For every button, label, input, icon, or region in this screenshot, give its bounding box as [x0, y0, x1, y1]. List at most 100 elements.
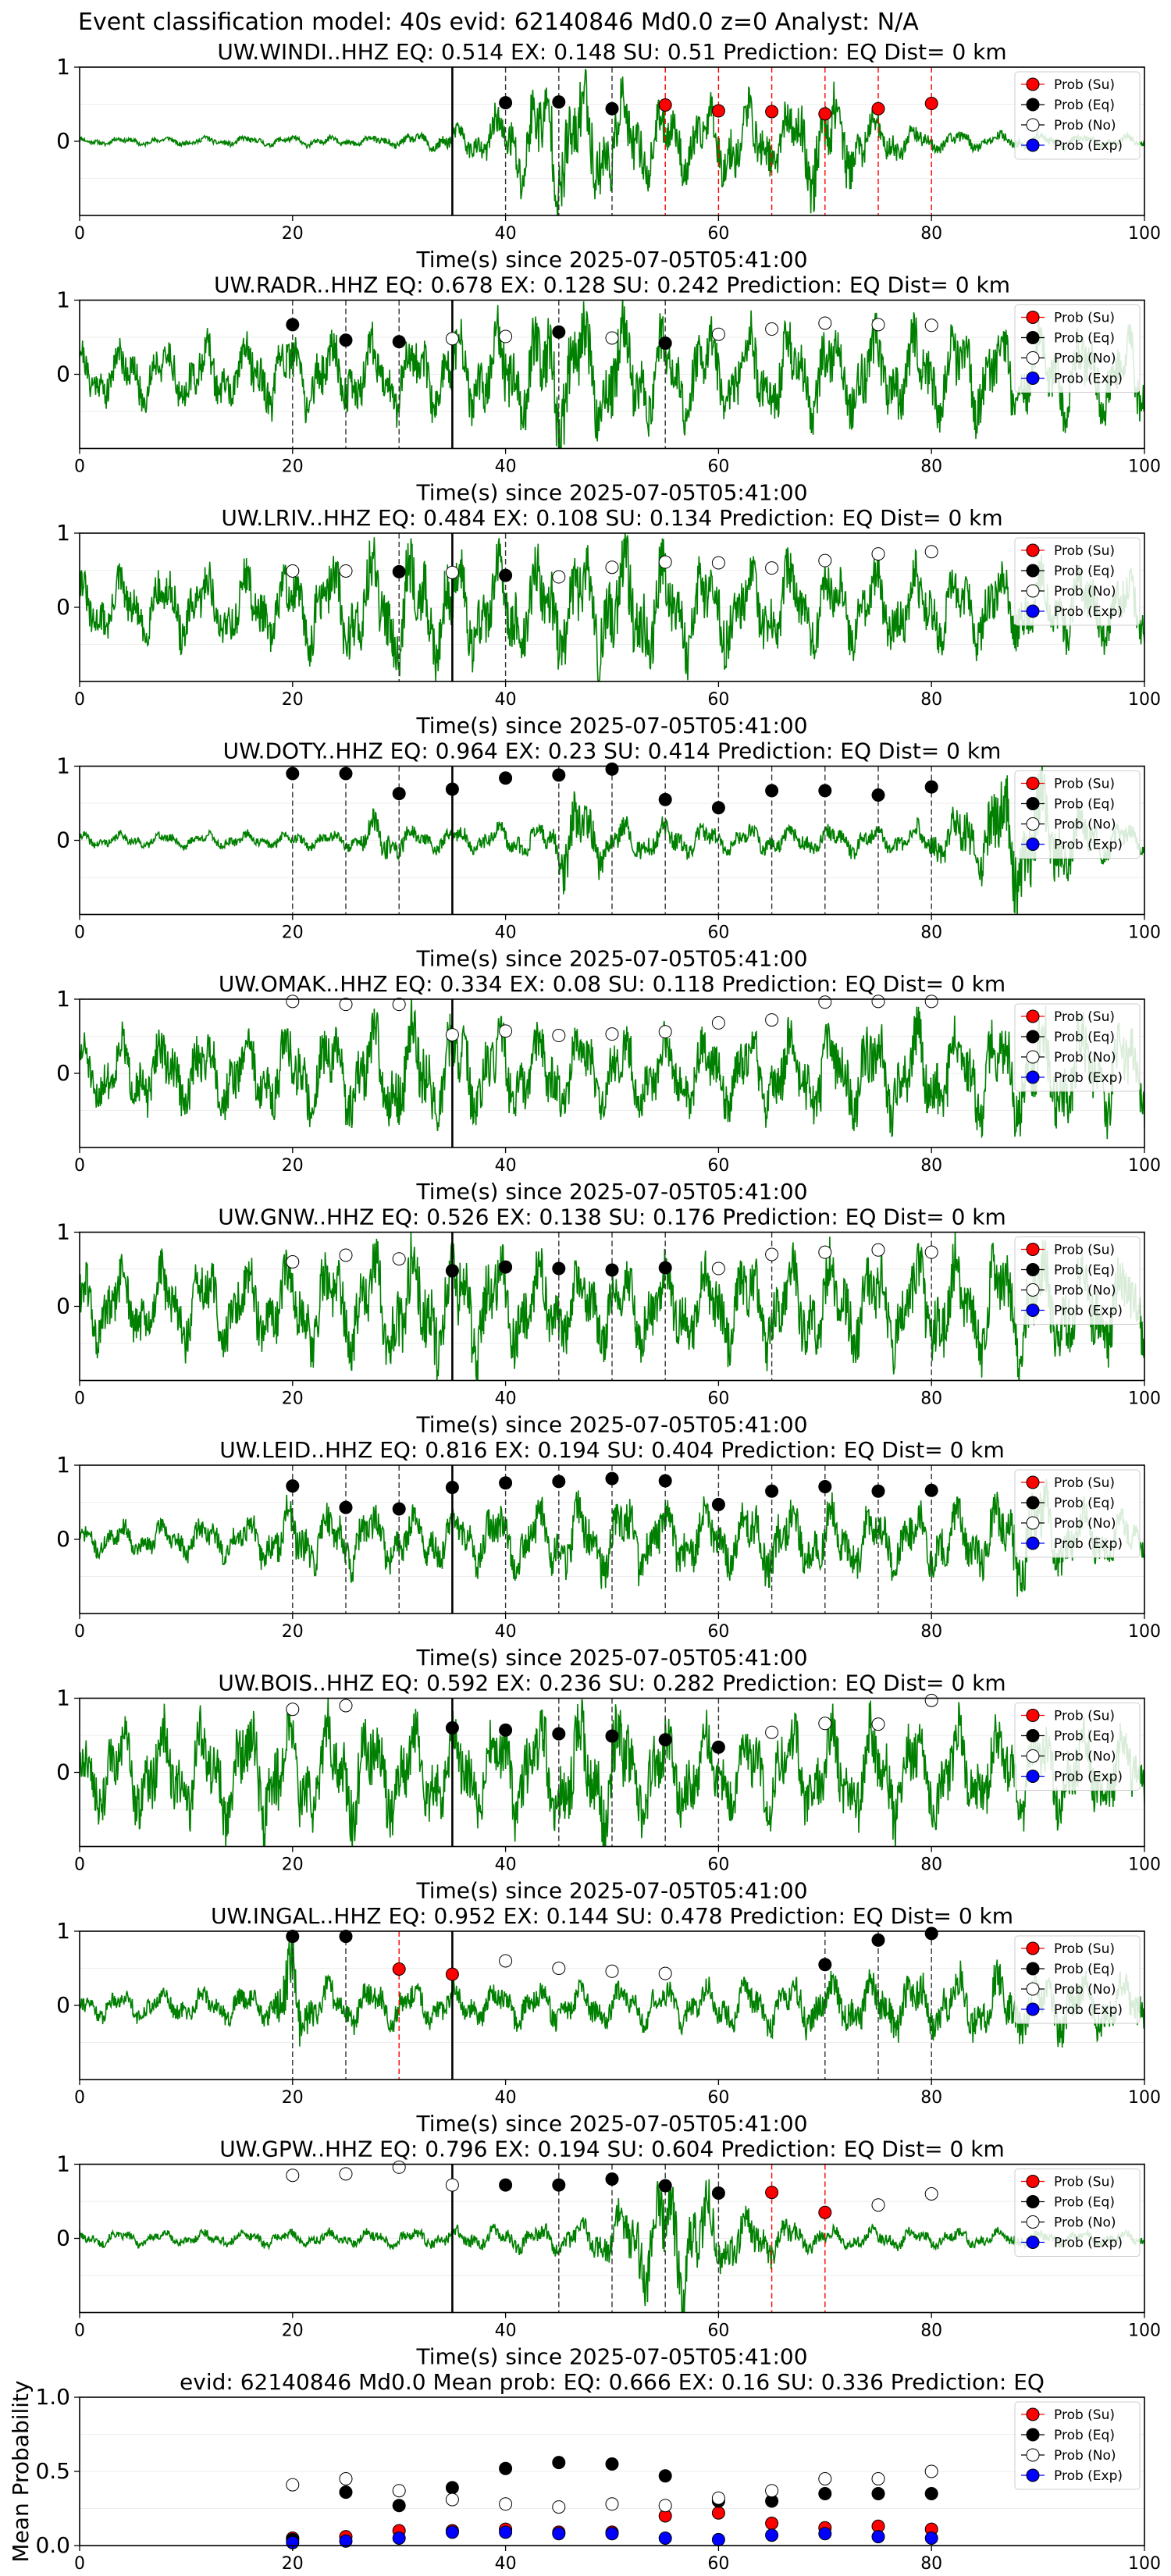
- prob-marker-eq: [711, 1497, 725, 1511]
- x-tick-label: 60: [707, 457, 729, 477]
- legend-marker-exp: [1026, 2468, 1040, 2482]
- prob-marker-eq: [605, 1729, 619, 1743]
- mean-marker-no: [445, 2492, 459, 2507]
- legend-marker-eq: [1026, 2195, 1040, 2208]
- prob-marker-eq: [552, 1727, 566, 1741]
- prob-marker-no: [392, 1252, 406, 1266]
- x-tick-label: 20: [282, 2088, 304, 2108]
- x-tick-label: 60: [707, 1156, 729, 1176]
- legend-label-eq: Prob (Eq): [1054, 1496, 1115, 1511]
- x-tick-label: 100: [1128, 1389, 1161, 1409]
- legend-label-eq: Prob (Eq): [1054, 1030, 1115, 1045]
- legend-marker-exp: [1026, 2236, 1040, 2249]
- legend-label-su: Prob (Su): [1054, 1709, 1115, 1724]
- subplot-4: UW.OMAK..HHZ EQ: 0.334 EX: 0.08 SU: 0.11…: [56, 971, 1161, 1204]
- prob-marker-no: [818, 553, 832, 568]
- prob-marker-eq: [711, 2186, 725, 2201]
- mean-marker-eq: [499, 2461, 513, 2475]
- legend-marker-exp: [1026, 1536, 1040, 1550]
- subplot-title: UW.DOTY..HHZ EQ: 0.964 EX: 0.23 SU: 0.41…: [223, 738, 1002, 764]
- prob-marker-no: [552, 570, 566, 584]
- legend-marker-exp: [1026, 372, 1040, 385]
- x-tick-label: 80: [920, 2088, 942, 2108]
- mean-marker-no: [499, 2497, 513, 2511]
- waveform-trace: [80, 533, 1144, 681]
- prob-marker-eq: [924, 780, 938, 794]
- prob-marker-no: [765, 561, 779, 575]
- x-tick-label: 80: [920, 1622, 942, 1642]
- legend-label-exp: Prob (Exp): [1054, 138, 1123, 154]
- prob-marker-eq: [871, 1933, 885, 1947]
- subplot-title: UW.WINDI..HHZ EQ: 0.514 EX: 0.148 SU: 0.…: [217, 39, 1006, 65]
- x-axis-label: Time(s) since 2025-07-05T05:41:00: [415, 1179, 807, 1204]
- plot-area: [80, 1232, 1144, 1381]
- x-tick-label: 40: [495, 2088, 517, 2108]
- legend-marker-eq: [1026, 564, 1040, 578]
- legend-marker-no: [1026, 1050, 1040, 1064]
- waveform-trace: [80, 999, 1144, 1140]
- prob-marker-eq: [658, 1474, 672, 1488]
- legend-marker-su: [1026, 2407, 1040, 2421]
- legend-box: [1014, 1703, 1141, 1791]
- x-tick-label: 0: [74, 1156, 85, 1176]
- prob-marker-no: [711, 1016, 725, 1030]
- axes-frame: [79, 1930, 1145, 2080]
- x-tick-label: 20: [282, 457, 304, 477]
- prob-marker-eq: [552, 1475, 566, 1489]
- x-tick-label: 80: [920, 1856, 942, 1875]
- mean-marker-no: [339, 2472, 353, 2485]
- prob-marker-no: [499, 1954, 513, 1968]
- prob-marker-su: [392, 1962, 406, 1976]
- subplot-9: UW.GPW..HHZ EQ: 0.796 EX: 0.194 SU: 0.60…: [56, 2137, 1161, 2370]
- x-tick-label: 20: [282, 1856, 304, 1875]
- prob-marker-no: [339, 998, 353, 1012]
- prob-marker-eq: [445, 1264, 459, 1278]
- prob-marker-eq: [765, 784, 779, 798]
- x-tick-label: 0: [74, 2088, 85, 2108]
- mean-marker-eq: [871, 2487, 885, 2500]
- x-tick-label: 20: [282, 1622, 304, 1642]
- y-tick-label: 1: [56, 2151, 70, 2177]
- y-tick-label: 0: [56, 827, 70, 853]
- mean-marker-no: [818, 2472, 832, 2485]
- legend-marker-no: [1026, 1283, 1040, 1297]
- prob-marker-no: [765, 1013, 779, 1027]
- prob-marker-no: [658, 1966, 672, 1980]
- legend-box: [1014, 71, 1141, 160]
- legend-marker-exp: [1026, 604, 1040, 618]
- x-tick-label: 100: [1128, 923, 1161, 943]
- x-tick-label: 60: [707, 224, 729, 244]
- subplot-panels: UW.WINDI..HHZ EQ: 0.514 EX: 0.148 SU: 0.…: [8, 39, 1161, 2574]
- axes-frame: [79, 765, 1145, 916]
- legend-label-no: Prob (No): [1054, 1283, 1116, 1299]
- mean-marker-exp: [392, 2532, 406, 2545]
- prob-marker-no: [818, 995, 832, 1009]
- prob-marker-eq: [818, 784, 832, 798]
- mean-marker-exp: [765, 2528, 779, 2542]
- x-tick-label: 0: [74, 2554, 85, 2574]
- legend-marker-eq: [1026, 98, 1040, 112]
- prob-marker-eq: [445, 1481, 459, 1494]
- y-tick-label: 0: [56, 1526, 70, 1552]
- prob-marker-no: [286, 1255, 300, 1268]
- prob-marker-no: [286, 994, 300, 1009]
- y-tick-label: 1: [56, 986, 70, 1012]
- prob-marker-eq: [286, 1479, 300, 1493]
- subplot-title: evid: 62140846 Md0.0 Mean prob: EQ: 0.66…: [180, 2369, 1045, 2395]
- mean-marker-no: [552, 2500, 566, 2514]
- prob-marker-no: [605, 1027, 619, 1041]
- y-tick-label: 0.0: [35, 2532, 70, 2558]
- prob-marker-eq: [605, 1471, 619, 1485]
- legend-box: [1014, 1469, 1141, 1558]
- prob-marker-no: [339, 1248, 353, 1262]
- legend-label-no: Prob (No): [1054, 351, 1116, 367]
- axes-frame: [79, 2163, 1145, 2314]
- x-tick-label: 40: [495, 224, 517, 244]
- subplot-title: UW.RADR..HHZ EQ: 0.678 EX: 0.128 SU: 0.2…: [214, 272, 1010, 298]
- legend-marker-exp: [1026, 1304, 1040, 1317]
- x-tick-label: 0: [74, 224, 85, 244]
- prob-marker-su: [818, 2205, 832, 2219]
- prob-marker-eq: [499, 1476, 513, 1490]
- axes-frame: [79, 532, 1145, 682]
- mean-marker-eq: [924, 2487, 938, 2500]
